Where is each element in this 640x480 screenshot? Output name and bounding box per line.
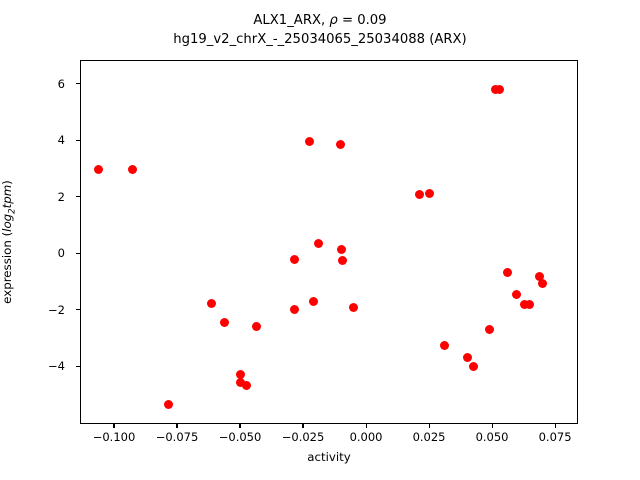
x-tick-mark: [491, 424, 493, 428]
data-point: [494, 84, 504, 94]
data-point: [163, 399, 173, 409]
data-point: [534, 272, 544, 282]
x-tick-mark: [428, 424, 430, 428]
data-point: [337, 244, 347, 254]
y-tick-label: 2: [57, 189, 65, 204]
data-point: [537, 278, 547, 288]
y-tick-label: 4: [57, 133, 65, 148]
data-point: [128, 164, 138, 174]
chart-title: ALX1_ARX, ρ = 0.09: [0, 12, 640, 31]
data-point: [241, 381, 251, 391]
data-point: [462, 353, 472, 363]
x-tick-label: 0.025: [412, 430, 446, 444]
chart-subtitle: hg19_v2_chrX_-_25034065_25034088 (ARX): [173, 31, 467, 47]
data-point: [313, 239, 323, 249]
y-axis-label-tpm: tpm: [0, 184, 14, 209]
data-point: [338, 256, 348, 265]
data-point: [289, 255, 299, 265]
y-axis-label: expression (log2tpm): [0, 60, 18, 424]
data-point: [304, 136, 314, 146]
y-axis-label-subscript: 2: [7, 208, 18, 214]
x-tick-mark: [302, 424, 304, 428]
x-tick-mark: [176, 424, 178, 428]
y-tick-mark: [76, 83, 80, 85]
y-axis-label-prefix: expression (: [0, 231, 14, 304]
chart-title-rho-symbol: ρ: [329, 13, 338, 28]
data-point: [468, 362, 478, 372]
x-tick-mark: [365, 424, 367, 428]
x-tick-label: −0.075: [155, 430, 199, 444]
data-point: [485, 324, 495, 334]
y-tick-label: −4: [48, 359, 65, 374]
data-point: [414, 190, 424, 200]
data-point: [349, 302, 359, 312]
x-tick-mark: [113, 424, 115, 428]
data-point: [519, 300, 529, 310]
data-point: [220, 318, 230, 328]
data-point: [425, 188, 435, 198]
chart-title-block: ALX1_ARX, ρ = 0.09 hg19_v2_chrX_-_250340…: [0, 12, 640, 49]
data-point: [512, 289, 522, 299]
y-tick-mark: [76, 309, 80, 311]
x-tick-label: −0.025: [281, 430, 325, 444]
y-tick-label: 6: [57, 76, 65, 91]
data-point: [308, 296, 318, 306]
y-tick-mark: [76, 196, 80, 198]
x-tick-label: −0.050: [218, 430, 262, 444]
x-axis-label: activity: [307, 450, 351, 464]
data-point: [94, 165, 104, 175]
plot-area: [80, 60, 578, 424]
x-tick-mark: [239, 424, 241, 428]
data-point: [336, 140, 346, 150]
x-tick-label: 0.050: [475, 430, 509, 444]
y-tick-mark: [76, 139, 80, 141]
y-axis-label-close: ): [0, 180, 14, 185]
x-tick-label: −0.100: [92, 430, 136, 444]
y-tick-mark: [76, 365, 80, 367]
data-point: [206, 298, 216, 308]
data-point: [235, 370, 245, 380]
y-tick-label: 0: [57, 246, 65, 261]
y-tick-label: −2: [48, 302, 65, 317]
y-axis-label-log: log: [0, 213, 14, 232]
data-point: [524, 300, 534, 310]
x-tick-mark: [554, 424, 556, 428]
data-point: [439, 341, 449, 350]
x-tick-label: 0.075: [538, 430, 572, 444]
data-point: [290, 305, 300, 315]
data-point: [251, 322, 261, 332]
chart-title-suffix: = 0.09: [337, 13, 387, 28]
x-tick-label: 0.000: [349, 430, 383, 444]
data-point: [503, 267, 513, 277]
y-tick-mark: [76, 252, 80, 254]
chart-title-prefix: ALX1_ARX,: [253, 13, 330, 28]
data-point: [236, 377, 246, 387]
